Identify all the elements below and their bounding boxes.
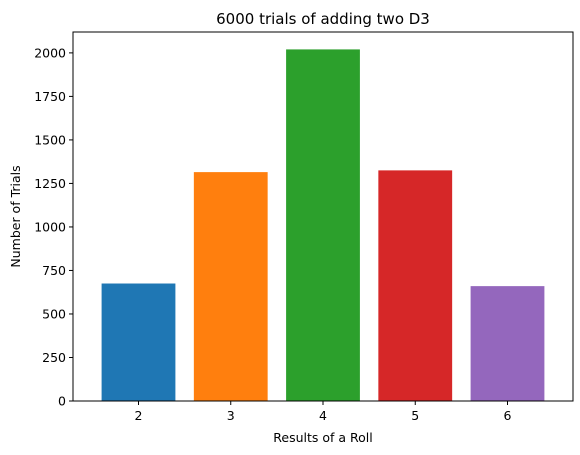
x-axis-label: Results of a Roll — [273, 430, 372, 445]
bar-6 — [470, 286, 545, 401]
y-tick-label-2000: 2000 — [34, 45, 66, 60]
bar-2 — [101, 283, 176, 401]
y-axis-ticks: 0 250 500 750 1000 1250 1500 1750 2000 — [34, 45, 73, 409]
y-axis-label: Number of Trials — [8, 165, 23, 267]
x-tick-label-4: 4 — [319, 408, 327, 423]
x-axis-ticks: 2 3 4 5 6 — [135, 401, 512, 423]
y-tick-label-250: 250 — [42, 350, 66, 365]
y-tick-label-500: 500 — [42, 306, 66, 321]
y-tick-label-0: 0 — [58, 394, 66, 409]
y-tick-label-1250: 1250 — [34, 176, 66, 191]
y-tick-label-1000: 1000 — [34, 219, 66, 234]
bars-group — [101, 49, 545, 401]
y-tick-label-1500: 1500 — [34, 132, 66, 147]
x-tick-label-5: 5 — [411, 408, 419, 423]
x-tick-label-2: 2 — [135, 408, 143, 423]
bar-3 — [193, 172, 268, 401]
x-tick-label-3: 3 — [227, 408, 235, 423]
chart-title: 6000 trials of adding two D3 — [216, 10, 430, 28]
x-tick-label-6: 6 — [504, 408, 512, 423]
y-tick-label-750: 750 — [42, 263, 66, 278]
bar-5 — [378, 170, 453, 401]
y-tick-label-1750: 1750 — [34, 89, 66, 104]
bar-4 — [286, 49, 360, 401]
